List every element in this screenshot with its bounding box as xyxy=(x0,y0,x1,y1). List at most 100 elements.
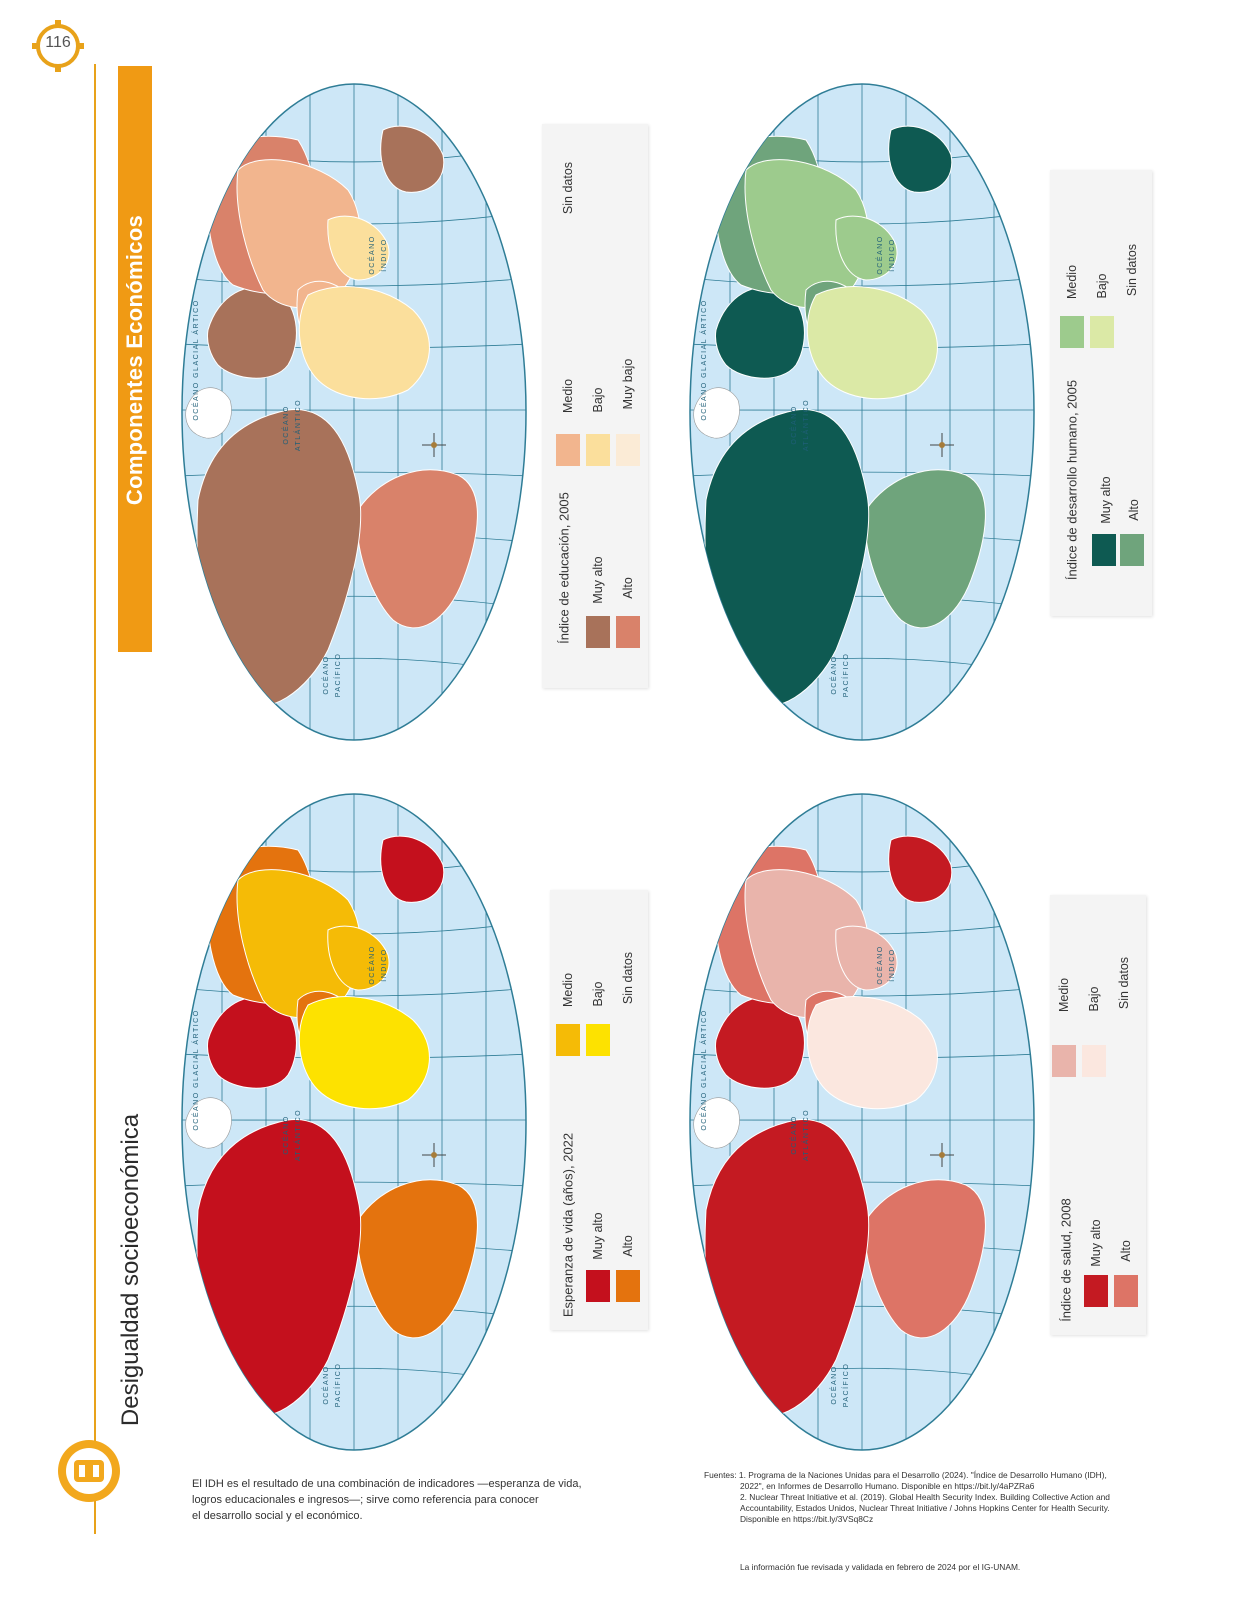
source-line: 2. Nuclear Threat Initiative et al. (201… xyxy=(740,1492,1110,1502)
compass-rose-icon xyxy=(930,433,954,457)
page-number: 116 xyxy=(45,34,71,51)
region-oceania xyxy=(380,835,445,903)
legend-label: Medio xyxy=(1057,977,1071,1013)
legend-swatch xyxy=(1120,534,1144,566)
legend-educacion: Índice de educación, 2005 Muy alto Alto … xyxy=(542,124,648,688)
source-line: 2022", en Informes de Desarrollo Humano.… xyxy=(740,1481,1035,1491)
legend-label: Sin datos xyxy=(1117,956,1131,1010)
legend-label: Bajo xyxy=(1087,986,1101,1012)
region-south_am xyxy=(864,1179,986,1339)
region-greenland xyxy=(693,387,740,439)
legend-label: Medio xyxy=(561,378,575,414)
legend-label: Alto xyxy=(1119,1240,1133,1262)
chapter-logo-icon xyxy=(58,1440,120,1502)
region-africa xyxy=(806,996,938,1110)
legend-esperanza: Esperanza de vida (años), 2022 Muy alto … xyxy=(550,890,648,1330)
ocean-label: OCÉANO GLACIAL ÁRTICO xyxy=(191,299,200,420)
source-line: Disponible en https://bit.ly/3VSq8Cz xyxy=(740,1514,874,1524)
legend-label: Muy bajo xyxy=(621,358,635,410)
caption-line: logros educacionales e ingresos—; sirve … xyxy=(192,1494,539,1506)
meridian-line xyxy=(182,987,526,997)
legend-title: Índice de salud, 2008 xyxy=(1058,1198,1074,1322)
ocean-label: ÍNDICO xyxy=(887,948,896,982)
legend-label: Bajo xyxy=(591,387,605,413)
margin-rule xyxy=(94,64,96,1534)
caption-line: el desarrollo social y el económico. xyxy=(192,1510,363,1522)
ocean-label: ATLÁNTICO xyxy=(293,1109,302,1161)
region-africa xyxy=(806,286,938,400)
ocean-label: OCÉANO xyxy=(321,1365,330,1404)
region-greenland xyxy=(185,387,232,439)
source-line: 1. Programa de la Naciones Unidas para e… xyxy=(738,1470,1107,1480)
region-greenland xyxy=(693,1097,740,1149)
legend-label: Muy alto xyxy=(1099,476,1113,524)
ocean-label: ATLÁNTICO xyxy=(293,399,302,451)
source-line: Accountability, Estados Unidos, Nuclear … xyxy=(740,1503,1110,1513)
ocean-label: OCÉANO xyxy=(875,235,884,274)
legend-label: Bajo xyxy=(1095,273,1109,299)
ocean-label: OCÉANO xyxy=(281,405,290,444)
ocean-label: OCÉANO xyxy=(789,1115,798,1154)
legend-salud: Índice de salud, 2008 Muy alto Alto Medi… xyxy=(1050,895,1146,1335)
region-south_asia xyxy=(327,925,390,991)
section-band-title: Componentes Económicos xyxy=(122,214,147,506)
legend-swatch xyxy=(1082,1045,1106,1077)
legend-label: Muy alto xyxy=(591,1212,605,1260)
ocean-label: PACÍFICO xyxy=(333,653,342,698)
ocean-label: PACÍFICO xyxy=(841,653,850,698)
meridian-line xyxy=(690,277,1034,287)
legend-swatch xyxy=(1092,534,1116,566)
compass-rose-icon xyxy=(422,1143,446,1167)
caption: El IDH es el resultado de una combinació… xyxy=(192,1476,592,1524)
region-africa xyxy=(298,996,430,1110)
ocean-label: ÍNDICO xyxy=(379,238,388,272)
caption-line: El IDH es el resultado de una combinació… xyxy=(192,1478,582,1490)
ocean-label: OCÉANO xyxy=(367,235,376,274)
legend-label: Alto xyxy=(621,577,635,599)
ocean-label: OCÉANO xyxy=(367,945,376,984)
ocean-label: OCÉANO xyxy=(829,655,838,694)
legend-swatch xyxy=(1090,316,1114,348)
legend-swatch xyxy=(1052,1045,1076,1077)
legend-swatch xyxy=(616,616,640,648)
legend-label: Alto xyxy=(621,1235,635,1257)
legend-desarrollo: Índice de desarrollo humano, 2005 Muy al… xyxy=(1050,170,1152,616)
page-number-badge-icon xyxy=(32,20,84,72)
legend-swatch xyxy=(1114,1275,1138,1307)
section-band xyxy=(118,66,152,652)
revision-note: La información fue revisada y validada e… xyxy=(740,1562,1021,1572)
ocean-label: OCÉANO GLACIAL ÁRTICO xyxy=(699,299,708,420)
region-africa xyxy=(298,286,430,400)
legend-title: Índice de desarrollo humano, 2005 xyxy=(1064,379,1080,581)
legend-label: Muy alto xyxy=(591,556,605,604)
legend-title: Índice de educación, 2005 xyxy=(556,492,572,644)
legend-label: Medio xyxy=(1065,264,1079,300)
meridian-line xyxy=(182,277,526,287)
legend-swatch xyxy=(586,616,610,648)
legend-swatch xyxy=(586,1024,610,1056)
region-south_am xyxy=(864,469,986,629)
region-oceania xyxy=(888,125,953,193)
region-south_am xyxy=(356,469,478,629)
legend-label: Medio xyxy=(561,972,575,1008)
sources: Fuentes: 1. Programa de la Naciones Unid… xyxy=(704,1470,1164,1525)
region-greenland xyxy=(185,1097,232,1149)
region-oceania xyxy=(888,835,953,903)
legend-label: Muy alto xyxy=(1089,1219,1103,1267)
ocean-label: OCÉANO xyxy=(789,405,798,444)
ocean-label: OCÉANO xyxy=(321,655,330,694)
sources-label: Fuentes: xyxy=(704,1470,737,1480)
region-south_asia xyxy=(835,215,898,281)
legend-swatch xyxy=(586,1270,610,1302)
region-south_asia xyxy=(835,925,898,991)
legend-swatch xyxy=(1084,1275,1108,1307)
legend-label: Sin datos xyxy=(561,161,575,215)
ocean-label: ATLÁNTICO xyxy=(801,399,810,451)
ocean-label: OCÉANO xyxy=(875,945,884,984)
region-oceania xyxy=(380,125,445,193)
legend-label: Alto xyxy=(1127,499,1141,521)
legend-swatch xyxy=(586,434,610,466)
